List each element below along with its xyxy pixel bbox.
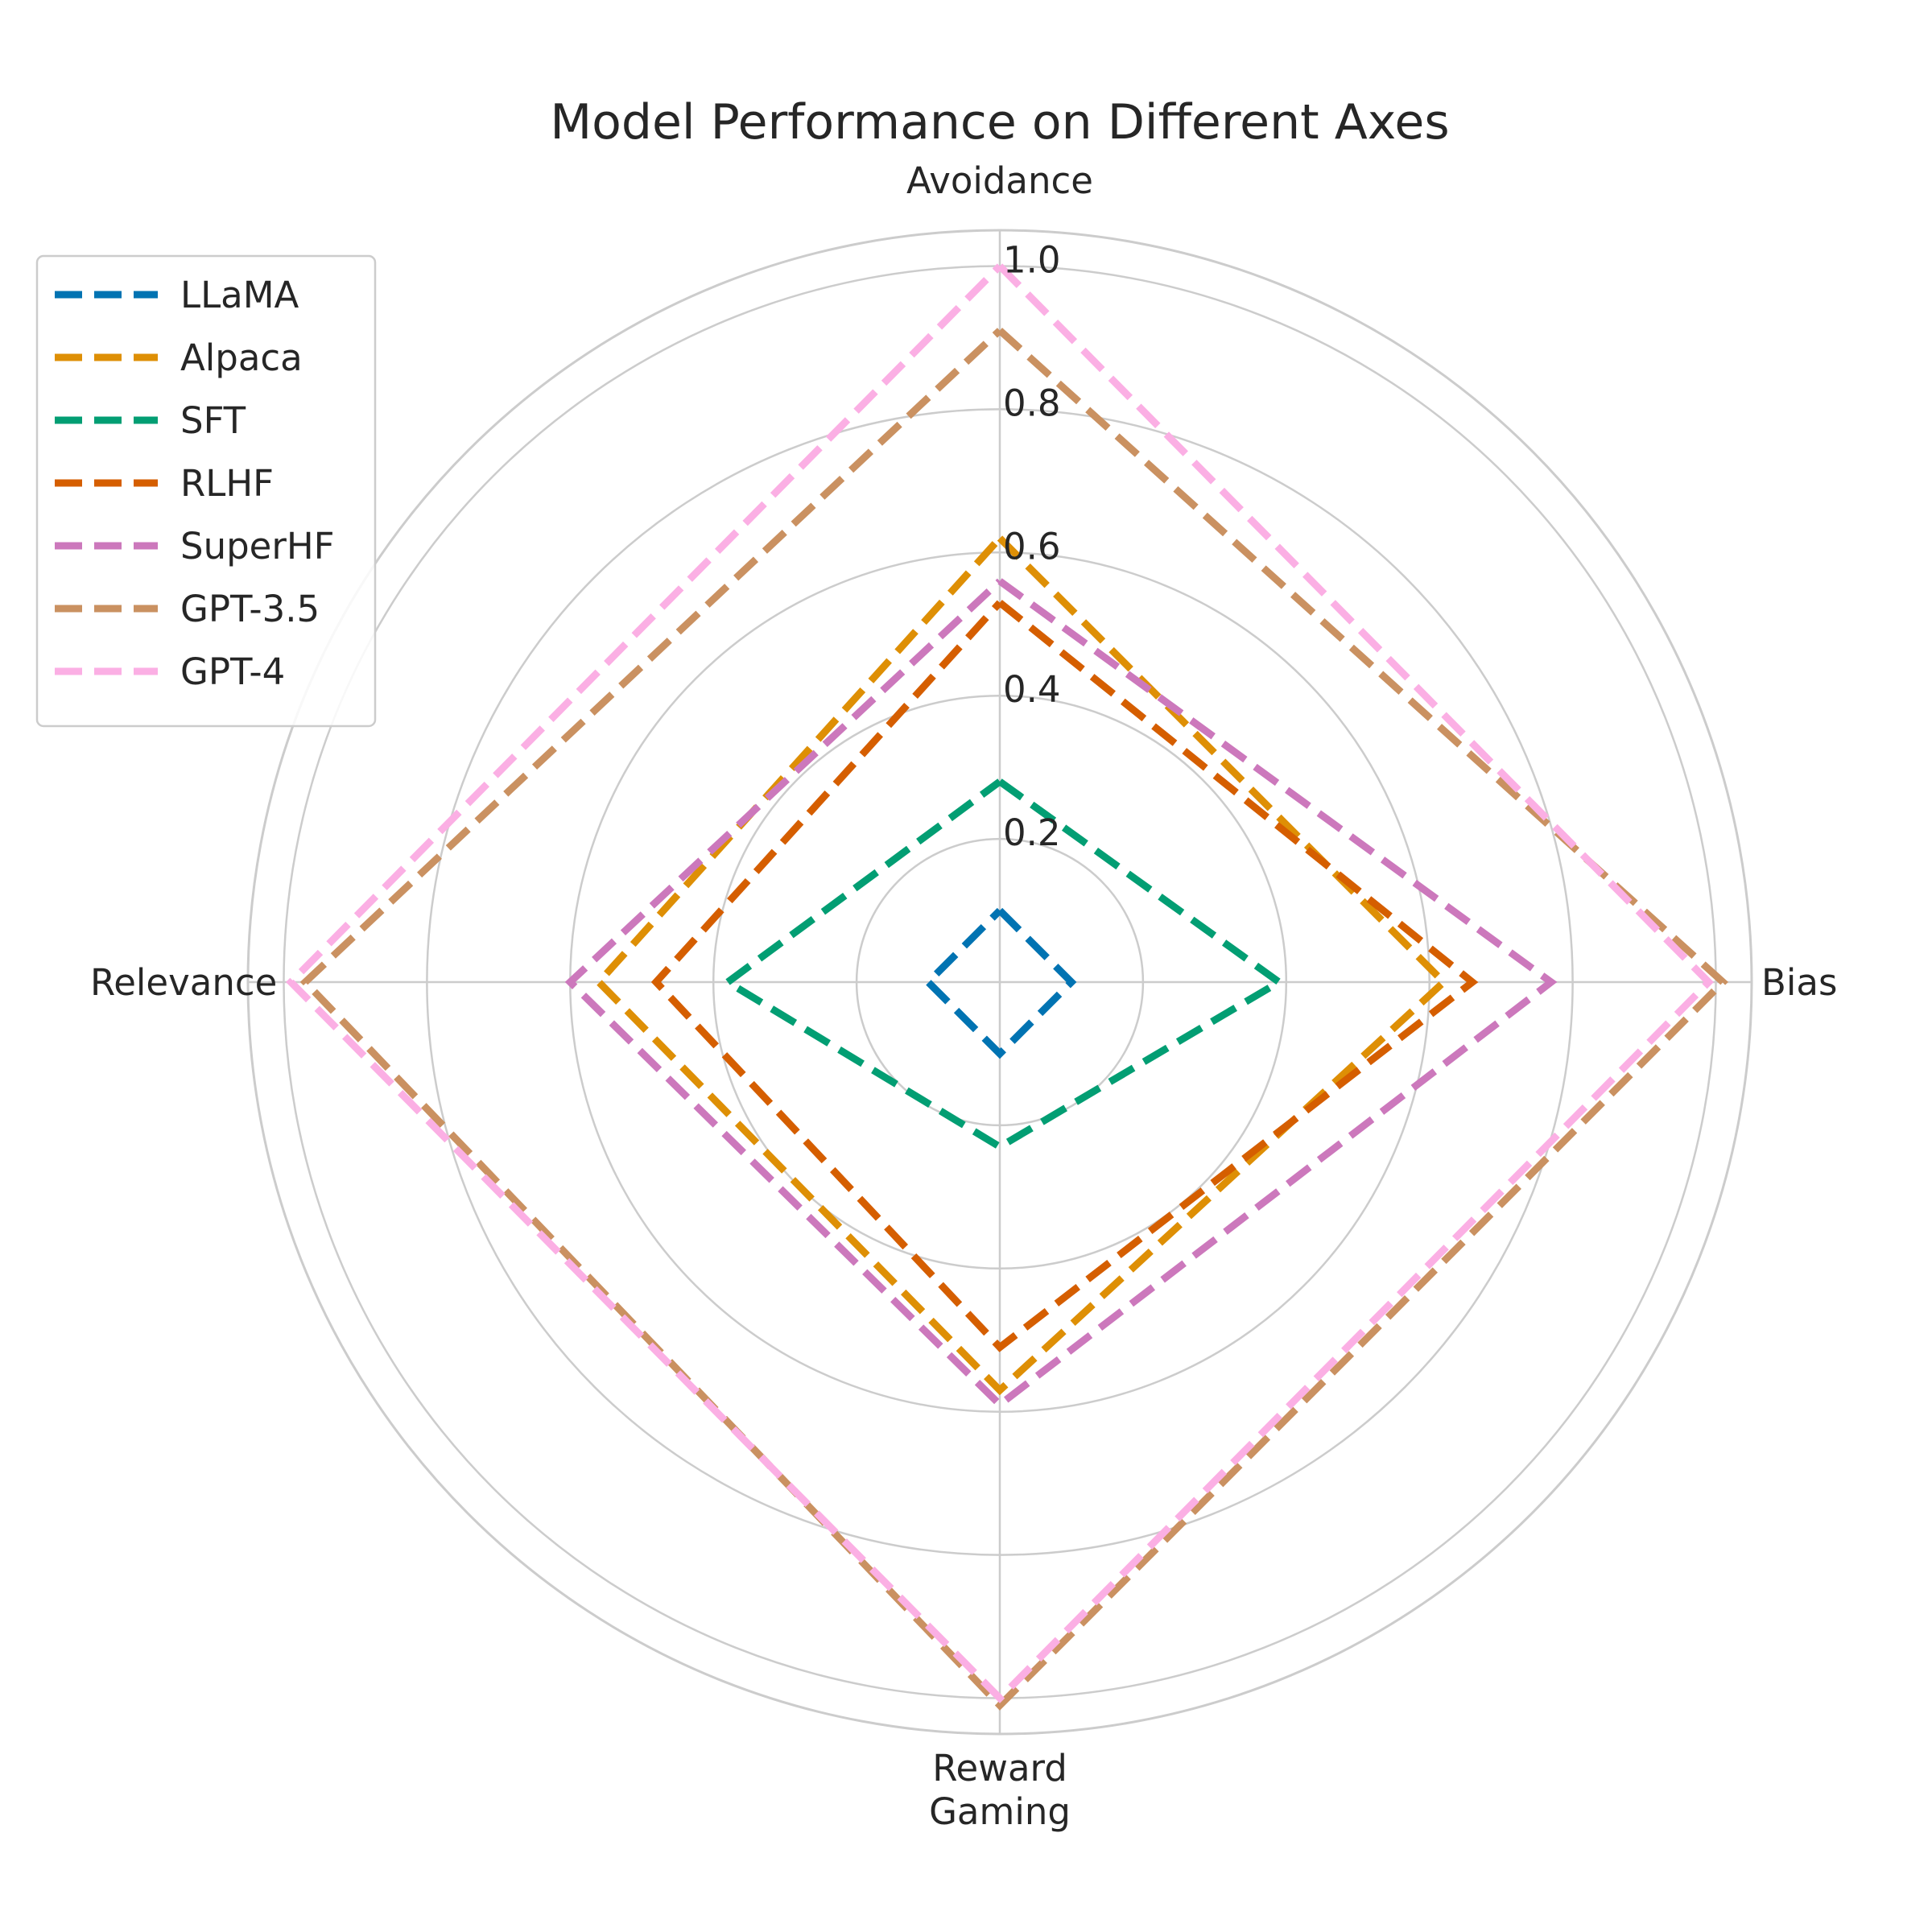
legend-label-1: Alpaca — [180, 336, 303, 379]
axis-label-1: Bias — [1761, 961, 1837, 1004]
series-line-rlhf — [650, 600, 1479, 1352]
tick-label-0: 0.2 — [1003, 811, 1061, 854]
legend-label-3: RLHF — [180, 462, 274, 505]
radial-tick-labels: 0.2 0.4 0.6 0.8 1.0 — [1003, 238, 1061, 854]
legend-label-0: LLaMA — [180, 274, 299, 316]
axis-labels: Avoidance Bias Reward Gaming Relevance — [90, 159, 1837, 1833]
series-line-alpaca — [593, 535, 1450, 1396]
legend-label-5: GPT-3.5 — [180, 588, 320, 630]
series-line-gpt-3-5 — [299, 328, 1728, 1711]
legend-label-4: SuperHF — [180, 525, 335, 568]
axis-label-0: Avoidance — [906, 159, 1093, 202]
series-group — [286, 263, 1728, 1711]
legend-label-2: SFT — [180, 399, 246, 442]
tick-label-2: 0.6 — [1003, 525, 1061, 568]
axis-spokes — [248, 230, 1752, 1734]
legend: LLaMA Alpaca SFT RLHF SuperHF GPT-3.5 GPT-4 — [35, 254, 377, 728]
series-line-llama — [923, 907, 1077, 1059]
chart-title: Model Performance on Different Axes — [550, 94, 1449, 151]
legend-label-6: GPT-4 — [180, 650, 285, 693]
series-line-gpt-4 — [286, 263, 1714, 1703]
tick-label-4: 1.0 — [1003, 238, 1061, 281]
series-line-superhf — [564, 578, 1558, 1410]
axis-label-3: Relevance — [90, 961, 277, 1004]
axis-label-2: Reward Gaming — [929, 1747, 1071, 1833]
tick-label-3: 0.8 — [1003, 382, 1061, 424]
tick-label-1: 0.4 — [1003, 668, 1061, 711]
